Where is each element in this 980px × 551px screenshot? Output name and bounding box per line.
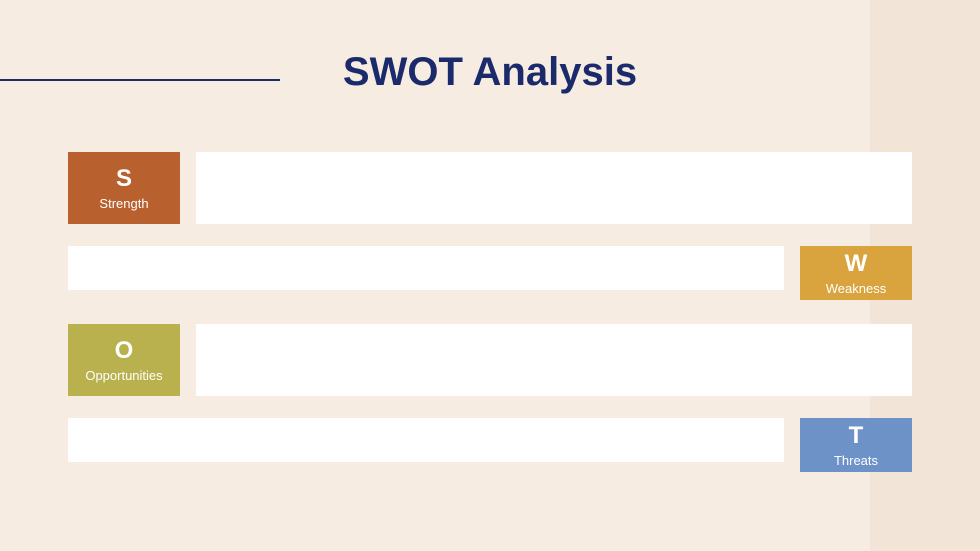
swot-row-opportunities: O Opportunities bbox=[68, 324, 912, 396]
swot-row-strength: S Strength bbox=[68, 152, 912, 224]
content-weakness bbox=[68, 246, 784, 290]
badge-weakness: W Weakness bbox=[800, 246, 912, 300]
badge-letter: S bbox=[116, 167, 132, 191]
content-opportunities bbox=[196, 324, 912, 396]
gap bbox=[180, 152, 196, 224]
badge-label: Weakness bbox=[826, 282, 886, 295]
gap bbox=[784, 418, 800, 472]
badge-letter: O bbox=[115, 339, 134, 363]
content-strength bbox=[196, 152, 912, 224]
badge-strength: S Strength bbox=[68, 152, 180, 224]
badge-threats: T Threats bbox=[800, 418, 912, 472]
gap bbox=[784, 246, 800, 300]
badge-label: Opportunities bbox=[85, 369, 162, 382]
content-threats bbox=[68, 418, 784, 462]
badge-letter: W bbox=[845, 252, 868, 276]
slide-title: SWOT Analysis bbox=[0, 50, 980, 95]
badge-label: Threats bbox=[834, 454, 878, 467]
slide-canvas: SWOT Analysis S Strength W Weakness O Op… bbox=[0, 0, 980, 551]
badge-opportunities: O Opportunities bbox=[68, 324, 180, 396]
swot-row-threats: T Threats bbox=[68, 418, 912, 472]
swot-row-weakness: W Weakness bbox=[68, 246, 912, 300]
gap bbox=[180, 324, 196, 396]
badge-letter: T bbox=[849, 424, 864, 448]
badge-label: Strength bbox=[99, 197, 148, 210]
